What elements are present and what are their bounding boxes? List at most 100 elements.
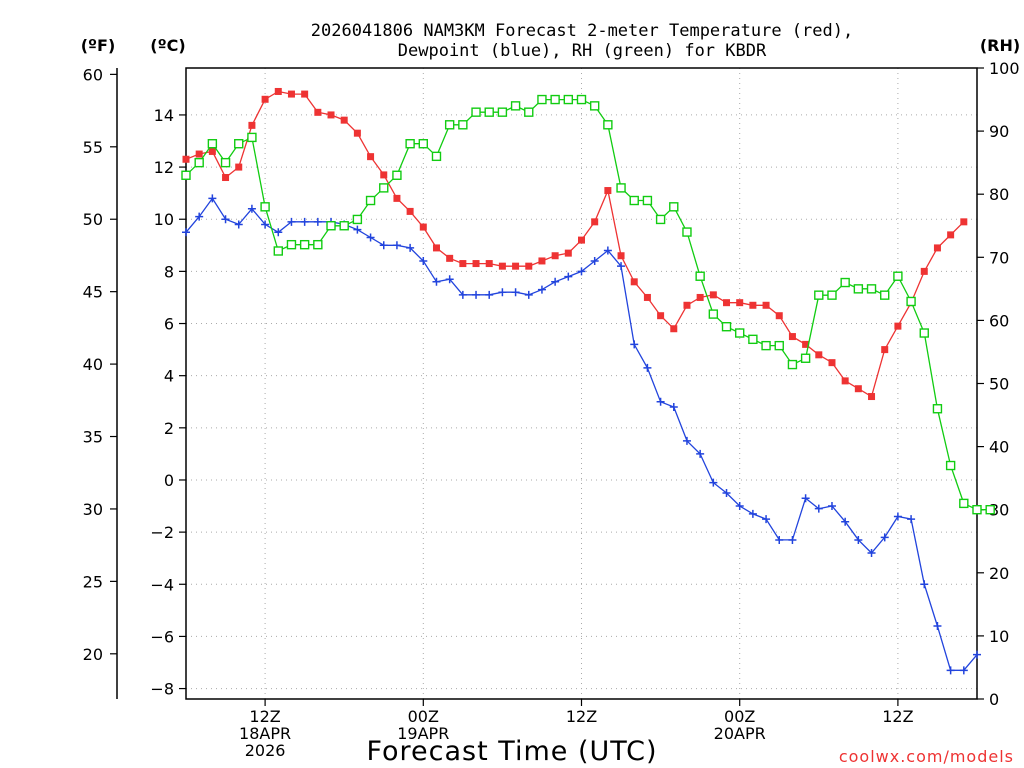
data-point xyxy=(723,299,731,307)
data-point xyxy=(314,108,322,116)
celsius-unit-label: (ºC) xyxy=(150,36,185,55)
celsius-tick-label: 2 xyxy=(164,419,174,438)
series-dewpoint xyxy=(182,194,981,675)
data-point xyxy=(393,194,401,202)
data-point xyxy=(973,650,981,659)
data-point xyxy=(484,107,494,117)
data-point xyxy=(380,171,388,179)
data-point xyxy=(762,515,771,524)
celsius-tick-label: 4 xyxy=(164,367,174,386)
data-point xyxy=(642,195,653,206)
data-point xyxy=(657,312,665,320)
data-point xyxy=(274,87,282,95)
data-point xyxy=(932,404,943,414)
fahrenheit-tick-label: 50 xyxy=(83,210,103,229)
celsius-tick-label: 8 xyxy=(164,262,174,281)
data-point xyxy=(405,139,415,149)
data-point xyxy=(748,334,758,345)
rh-tick-label: 40 xyxy=(989,438,1009,457)
data-point xyxy=(722,489,731,498)
data-point xyxy=(432,244,440,252)
data-point xyxy=(761,340,771,351)
data-point xyxy=(432,277,441,286)
data-point xyxy=(221,215,230,224)
data-point xyxy=(577,267,586,276)
data-point xyxy=(972,505,982,515)
data-point xyxy=(854,535,863,544)
celsius-tick-label: 14 xyxy=(154,106,174,125)
x-tick-label: 2026 xyxy=(245,741,286,760)
data-point xyxy=(273,246,283,256)
data-point xyxy=(603,246,612,255)
data-point xyxy=(867,548,876,557)
data-point xyxy=(458,120,468,130)
data-point xyxy=(828,359,836,367)
data-point xyxy=(708,309,719,319)
data-point xyxy=(287,217,296,226)
data-point xyxy=(682,436,691,445)
data-point xyxy=(497,107,508,117)
data-point xyxy=(287,90,295,98)
data-point xyxy=(881,346,889,354)
data-point xyxy=(220,157,231,168)
data-point xyxy=(655,214,666,225)
data-point xyxy=(564,249,572,257)
data-point xyxy=(367,153,375,161)
data-point xyxy=(195,212,204,221)
data-point xyxy=(907,515,916,524)
data-point xyxy=(801,494,810,503)
data-point xyxy=(446,254,454,262)
rh-tick-label: 70 xyxy=(989,248,1009,267)
data-point xyxy=(300,217,309,226)
data-point xyxy=(696,293,704,301)
data-point xyxy=(683,301,691,309)
data-point xyxy=(589,101,600,111)
data-point xyxy=(868,393,876,401)
celsius-tick-label: −6 xyxy=(150,627,174,646)
data-point xyxy=(815,351,823,359)
data-point xyxy=(340,116,348,124)
fahrenheit-tick-label: 25 xyxy=(83,572,103,591)
data-point xyxy=(735,502,744,511)
data-point xyxy=(181,170,191,180)
data-point xyxy=(959,498,969,509)
fahrenheit-tick-label: 45 xyxy=(83,283,103,302)
data-point xyxy=(788,535,797,544)
data-point xyxy=(893,512,902,521)
data-point xyxy=(326,221,336,231)
data-point xyxy=(234,220,243,229)
data-point xyxy=(459,260,467,268)
data-point xyxy=(458,290,467,299)
data-point xyxy=(920,267,928,275)
x-tick-label: 20APR xyxy=(714,724,766,743)
data-point xyxy=(945,460,956,471)
data-point xyxy=(286,239,297,250)
series-line xyxy=(185,98,991,511)
rh-tick-label: 10 xyxy=(989,627,1009,646)
data-point xyxy=(313,217,322,226)
data-point xyxy=(840,277,850,288)
data-point xyxy=(933,621,942,630)
data-point xyxy=(525,262,533,270)
data-point xyxy=(775,312,783,320)
data-point xyxy=(590,256,599,265)
rh-tick-label: 90 xyxy=(989,122,1009,141)
celsius-tick-label: −4 xyxy=(150,575,174,594)
data-point xyxy=(578,236,585,244)
data-point xyxy=(406,207,414,215)
celsius-tick-label: 6 xyxy=(164,315,174,334)
data-point xyxy=(894,322,902,330)
data-point xyxy=(260,202,270,212)
data-point xyxy=(182,155,190,163)
data-point xyxy=(445,275,454,284)
x-tick-label: 12Z xyxy=(882,707,913,726)
x-tick-label: 18APR xyxy=(239,724,291,743)
data-point xyxy=(603,120,613,130)
fahrenheit-tick-label: 40 xyxy=(83,355,103,374)
data-point xyxy=(352,214,363,225)
celsius-tick-label: 0 xyxy=(164,471,174,490)
data-point xyxy=(261,220,270,229)
data-point xyxy=(748,509,757,518)
data-point xyxy=(709,478,718,487)
data-point xyxy=(947,231,955,239)
